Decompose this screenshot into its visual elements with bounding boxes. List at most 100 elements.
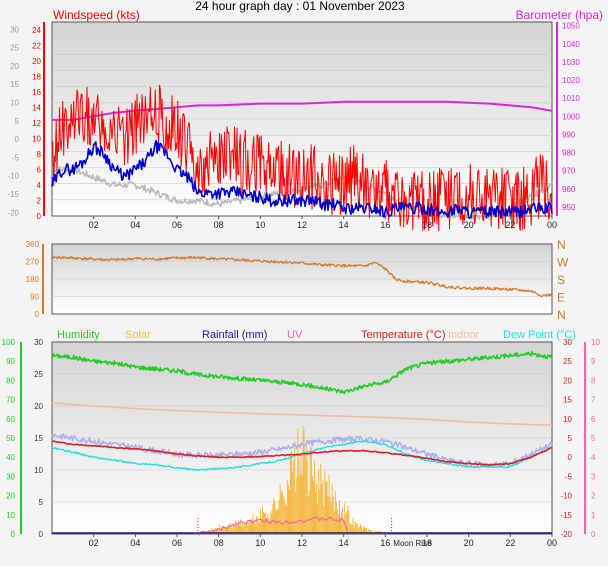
temp-xaxis-label: 14 [339,538,349,548]
temp-xaxis-label: 16 [380,538,390,548]
temp-right-tick: 20 [563,376,572,385]
humidity-tick: 10 [6,511,15,520]
temp-xaxis-label: 18 [422,538,432,548]
wind-xaxis-label: 04 [130,220,140,230]
uv-tick: 8 [591,376,596,385]
temp-inner-tick: 20 [34,402,43,411]
wind-xaxis-label: 10 [255,220,265,230]
temp-xaxis-label: 20 [464,538,474,548]
outer-temp-tick: 20 [10,62,19,71]
humidity-tick: 90 [6,357,15,366]
outer-temp-tick: 0 [15,135,20,144]
uv-tick: 5 [591,434,596,443]
barometer-tick: 1000 [562,112,580,121]
uv-tick: 3 [591,472,596,481]
compass-label: N [557,308,566,322]
legend-entry: UV [287,329,303,341]
windspeed-tick: 22 [32,41,41,50]
temp-right-tick: 10 [563,415,572,424]
uv-tick: 7 [591,396,596,405]
windspeed-tick: 24 [32,26,41,35]
temp-inner-tick: 30 [34,338,43,347]
windspeed-tick: 14 [32,103,41,112]
outer-temp-tick: -20 [7,208,19,217]
outer-temp-tick: 30 [10,25,19,34]
barometer-tick: 960 [562,185,576,194]
wind-xaxis-label: 22 [505,220,515,230]
direction-tick: 360 [26,240,40,249]
barometer-tick: 970 [562,167,576,176]
temp-right-tick: 30 [563,338,572,347]
temp-right-tick: -15 [560,511,572,520]
outer-temp-tick: 5 [15,117,20,126]
outer-temp-tick: -5 [12,153,20,162]
wind-xaxis-label: 20 [464,220,474,230]
humidity-tick: 100 [2,338,16,347]
temp-xaxis-label: 06 [172,538,182,548]
legend-entry: Humidity [57,329,100,341]
temp-right-tick: 25 [563,357,572,366]
direction-tick: 90 [30,293,39,302]
wind-xaxis-label: 14 [339,220,349,230]
legend-entry: Dew Point (°C) [503,329,576,341]
humidity-tick: 0 [11,530,16,539]
windspeed-tick: 16 [32,88,41,97]
compass-label: E [557,291,565,305]
series-temperature-line [51,440,553,466]
temp-xaxis-label: 10 [255,538,265,548]
temp-right-tick: 15 [563,396,572,405]
barometer-tick: 1020 [562,76,580,85]
barometer-tick: 1050 [562,22,580,31]
direction-tick: 180 [26,275,40,284]
windspeed-tick: 4 [37,181,42,190]
temp-inner-tick: 10 [34,466,43,475]
temp-inner-tick: 5 [39,498,44,507]
outer-temp-tick: -10 [7,172,19,181]
humidity-tick: 50 [6,434,15,443]
temp-right-tick: 5 [568,434,573,443]
uv-tick: 9 [591,357,596,366]
uv-tick: 2 [591,492,596,501]
barometer-tick: 1010 [562,94,580,103]
legend-entry: Rainfall (mm) [202,329,267,341]
temp-xaxis-label: 04 [130,538,140,548]
barometer-tick: 1040 [562,40,580,49]
windspeed-axis-label: Windspeed (kts) [53,8,140,22]
legend-entry: Temperature (°C) [361,329,445,341]
direction-tick: 270 [26,258,40,267]
series-humidity-line [51,350,553,395]
wind-xaxis-label: 08 [214,220,224,230]
wind-xaxis-label: 06 [172,220,182,230]
moon-rise-annotation: Moon Rise [393,539,432,548]
direction-tick: 0 [35,310,40,319]
barometer-axis-label: Barometer (hpa) [516,8,603,22]
barometer-tick: 950 [562,203,576,212]
series-indoor-line [51,402,553,426]
wind-xaxis-label: 16 [380,220,390,230]
barometer-tick: 1030 [562,58,580,67]
wind-xaxis-label: 02 [89,220,99,230]
temp-right-tick: -20 [560,530,572,539]
humidity-tick: 60 [6,415,15,424]
temp-right-tick: -5 [565,472,573,481]
wind-xaxis-label: 12 [297,220,307,230]
wind-xaxis-label: 00 [547,220,557,230]
compass-label: W [557,256,569,270]
temp-inner-tick: 15 [34,434,43,443]
temp-xaxis-label: 00 [547,538,557,548]
series-uv-line [197,516,349,536]
compass-label: S [557,273,565,287]
temp-xaxis-label: 08 [214,538,224,548]
series-windgust-line [51,84,553,232]
barometer-tick: 980 [562,149,576,158]
legend-entry: Indoor [448,329,480,341]
temp-inner-tick: 0 [39,530,44,539]
windspeed-tick: 12 [32,119,41,128]
humidity-tick: 70 [6,396,15,405]
windspeed-tick: 10 [32,134,41,143]
uv-tick: 10 [591,338,600,347]
windspeed-tick: 20 [32,57,41,66]
barometer-tick: 990 [562,130,576,139]
